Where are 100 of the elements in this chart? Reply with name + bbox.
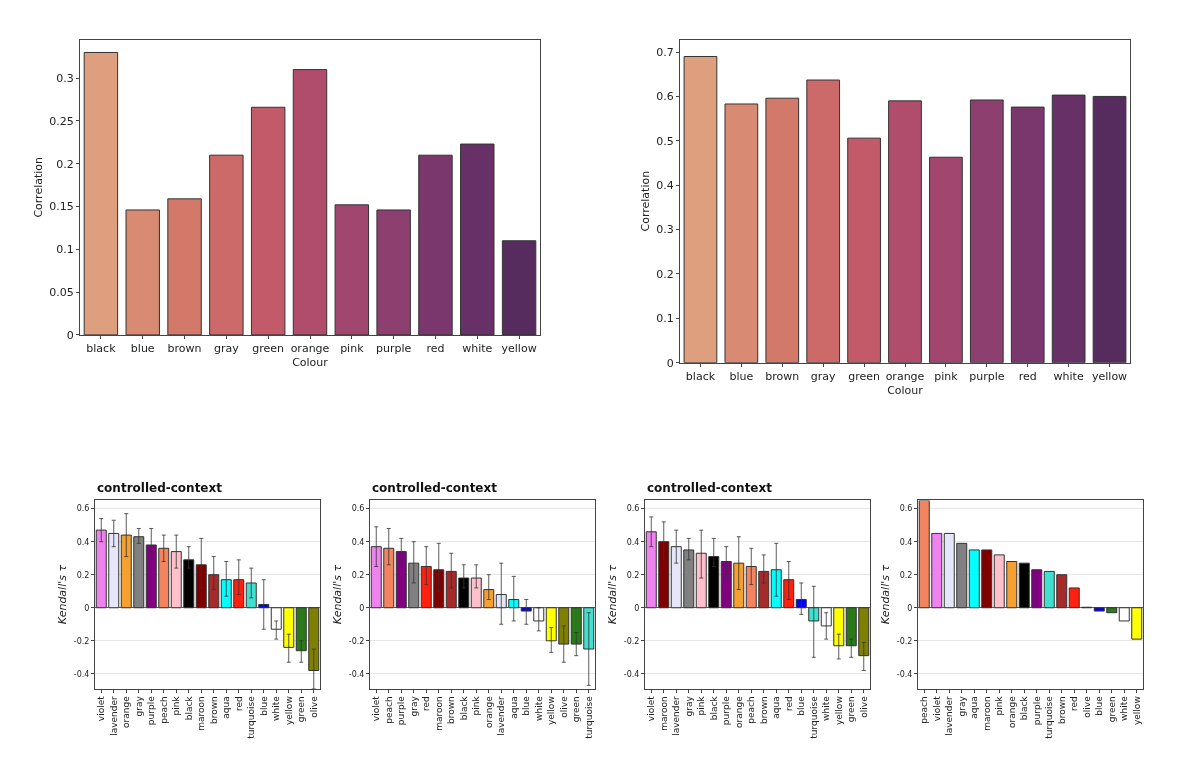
y-axis-title: Kendall's τ <box>606 564 620 625</box>
x-tick-label: peach <box>158 696 169 724</box>
x-axis-title: Colour <box>887 384 924 398</box>
x-tick-label: white <box>821 695 832 721</box>
x-tick-label: olive <box>308 695 319 718</box>
x-tick-label: green <box>1106 696 1117 723</box>
x-tick-label: yellow <box>546 696 557 726</box>
y-tick-label: 0.4 <box>626 537 640 547</box>
y-tick-label: 0.2 <box>56 157 74 171</box>
x-tick-label: orange <box>483 695 494 728</box>
chart-title: controlled-context <box>97 481 223 495</box>
x-tick-label: turquoise <box>246 695 257 739</box>
x-tick-label: red <box>783 696 794 712</box>
x-tick-label: orange <box>885 369 925 383</box>
y-tick-label: 0 <box>84 603 90 613</box>
x-tick-label: pink <box>934 369 959 383</box>
y-tick-label: 0.05 <box>49 285 74 299</box>
x-tick-label: brown <box>758 696 769 725</box>
y-tick-label: 0.2 <box>899 570 913 580</box>
x-tick-label: red <box>426 342 445 356</box>
x-tick-label: gray <box>956 695 967 717</box>
x-tick-label: white <box>1119 695 1130 721</box>
x-tick-label: blue <box>796 695 807 716</box>
x-tick-label: gray <box>133 695 144 717</box>
x-tick-label: green <box>296 696 307 723</box>
x-tick-label: orange <box>121 695 132 728</box>
x-tick-label: brown <box>446 696 457 725</box>
y-axis-title: Kendall's τ <box>56 564 70 625</box>
x-tick-label: lavender <box>108 695 119 736</box>
x-tick-label: purple <box>146 695 157 726</box>
x-tick-label: yellow <box>501 342 537 356</box>
x-tick-label: purple <box>375 342 412 356</box>
y-tick-label: 0.4 <box>76 537 90 547</box>
x-tick-label: black <box>685 369 716 383</box>
x-tick-label: pink <box>171 695 182 716</box>
x-tick-label: turquoise <box>808 695 819 739</box>
y-tick-label: 0.5 <box>656 134 674 148</box>
x-tick-label: violet <box>96 695 107 722</box>
x-tick-label: lavender <box>944 695 955 736</box>
x-tick-label: olive <box>1081 695 1092 718</box>
x-tick-label: violet <box>646 695 657 722</box>
x-tick-label: purple <box>396 695 407 726</box>
y-tick-label: -0.2 <box>73 636 90 646</box>
x-tick-label: blue <box>521 695 532 716</box>
x-tick-label: white <box>271 695 282 721</box>
y-tick-label: 0.2 <box>351 570 365 580</box>
y-tick-label: 0.6 <box>76 504 90 514</box>
x-tick-label: brown <box>1056 696 1067 725</box>
x-tick-label: purple <box>969 369 1005 383</box>
y-tick-label: 0 <box>634 603 640 613</box>
y-tick-label: 0.1 <box>56 243 74 257</box>
y-tick-label: 0.6 <box>656 90 674 104</box>
x-tick-label: pink <box>471 695 482 716</box>
x-tick-label: blue <box>130 342 155 356</box>
x-tick-label: gray <box>213 342 240 356</box>
y-tick-label: -0.2 <box>896 636 913 646</box>
y-tick-label: 0 <box>359 603 365 613</box>
y-tick-label: 0.25 <box>49 114 74 128</box>
x-tick-label: orange <box>1006 695 1017 728</box>
y-tick-label: 0 <box>66 328 74 342</box>
x-tick-label: maroon <box>658 696 669 731</box>
x-tick-label: maroon <box>433 696 444 731</box>
x-tick-label: aqua <box>771 696 782 719</box>
y-tick-label: 0 <box>666 356 674 370</box>
x-tick-label: orange <box>733 695 744 728</box>
y-tick-label: -0.2 <box>348 636 365 646</box>
x-tick-label: yellow <box>283 696 294 726</box>
x-tick-label: yellow <box>833 696 844 726</box>
x-tick-label: blue <box>258 695 269 716</box>
y-tick-label: 0.1 <box>656 312 674 326</box>
x-tick-label: black <box>86 342 117 356</box>
x-tick-label: black <box>458 695 469 721</box>
chart-title: controlled-context <box>647 481 773 495</box>
x-tick-label: white <box>462 342 493 356</box>
x-tick-label: gray <box>683 695 694 717</box>
x-tick-label: black <box>183 695 194 721</box>
y-tick-label: -0.4 <box>73 669 90 679</box>
chart-title: controlled-context <box>372 481 498 495</box>
x-tick-label: black <box>1019 695 1030 721</box>
x-tick-label: violet <box>371 695 382 722</box>
x-tick-label: green <box>848 369 880 383</box>
x-tick-label: white <box>1053 369 1084 383</box>
y-tick-label: 0.7 <box>656 45 674 59</box>
y-tick-label: 0.15 <box>49 200 74 214</box>
x-tick-label: red <box>1018 369 1037 383</box>
x-tick-label: green <box>571 696 582 723</box>
y-tick-label: 0.2 <box>76 570 90 580</box>
x-tick-label: orange <box>290 342 330 356</box>
x-tick-label: peach <box>746 696 757 724</box>
x-tick-label: brown <box>167 342 202 356</box>
x-tick-label: lavender <box>671 695 682 736</box>
y-tick-label: 0.6 <box>351 504 365 514</box>
x-tick-label: pink <box>994 695 1005 716</box>
x-tick-label: yellow <box>1131 696 1142 726</box>
x-tick-label: gray <box>810 369 837 383</box>
y-axis-title: Correlation <box>638 170 652 232</box>
x-tick-label: aqua <box>508 696 519 719</box>
x-tick-label: olive <box>558 695 569 718</box>
y-tick-label: 0.3 <box>656 223 674 237</box>
x-tick-label: green <box>252 342 285 356</box>
